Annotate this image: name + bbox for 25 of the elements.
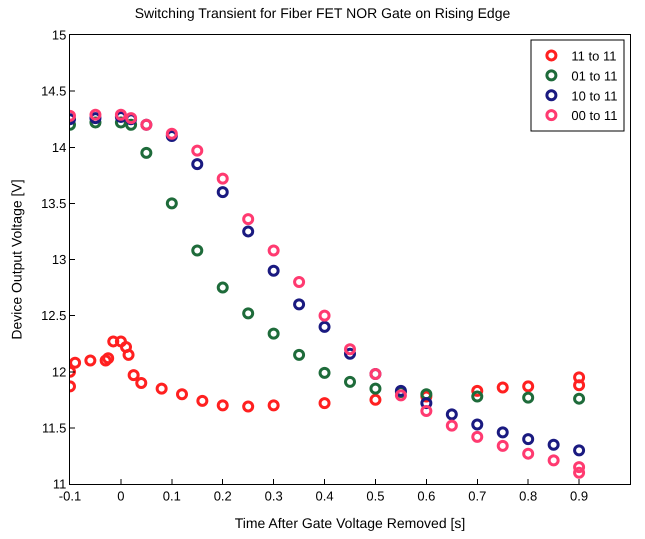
y-tick-label: 11.5 [42, 420, 66, 436]
x-tick-label: 0.7 [468, 488, 486, 504]
x-tick-label: 0.4 [316, 488, 334, 504]
y-tick-label: 15 [52, 28, 66, 43]
chart-title: Switching Transient for Fiber FET NOR Gate on Rising Edge [134, 4, 510, 21]
y-tick-label: 12.5 [41, 308, 66, 324]
legend-label: 00 to 11 [571, 108, 618, 124]
x-tick-label: 0.1 [162, 488, 181, 504]
x-tick-label: 0.5 [366, 488, 384, 504]
x-tick-label: 0.8 [519, 488, 538, 504]
y-tick-label: 14 [52, 140, 66, 155]
y-tick-label: 14.5 [41, 84, 66, 99]
x-axis-title: Time After Gate Voltage Removed [s] [234, 514, 466, 531]
y-tick-label: 13 [52, 252, 66, 268]
x-tick-label: 0.3 [264, 488, 283, 504]
x-tick-label: 0 [117, 488, 125, 504]
x-tick-label: 0.6 [417, 488, 436, 504]
legend-label: 10 to 11 [571, 88, 618, 104]
legend-label: 11 to 11 [571, 48, 616, 64]
y-tick-label: 12 [52, 364, 66, 380]
y-tick-label: 13.5 [41, 196, 66, 211]
x-tick-label: 0.2 [214, 488, 232, 504]
legend-label: 01 to 11 [571, 68, 618, 84]
y-axis-title: Device Output Voltage [V] [8, 179, 25, 340]
x-tick-label: 0.9 [570, 488, 588, 504]
